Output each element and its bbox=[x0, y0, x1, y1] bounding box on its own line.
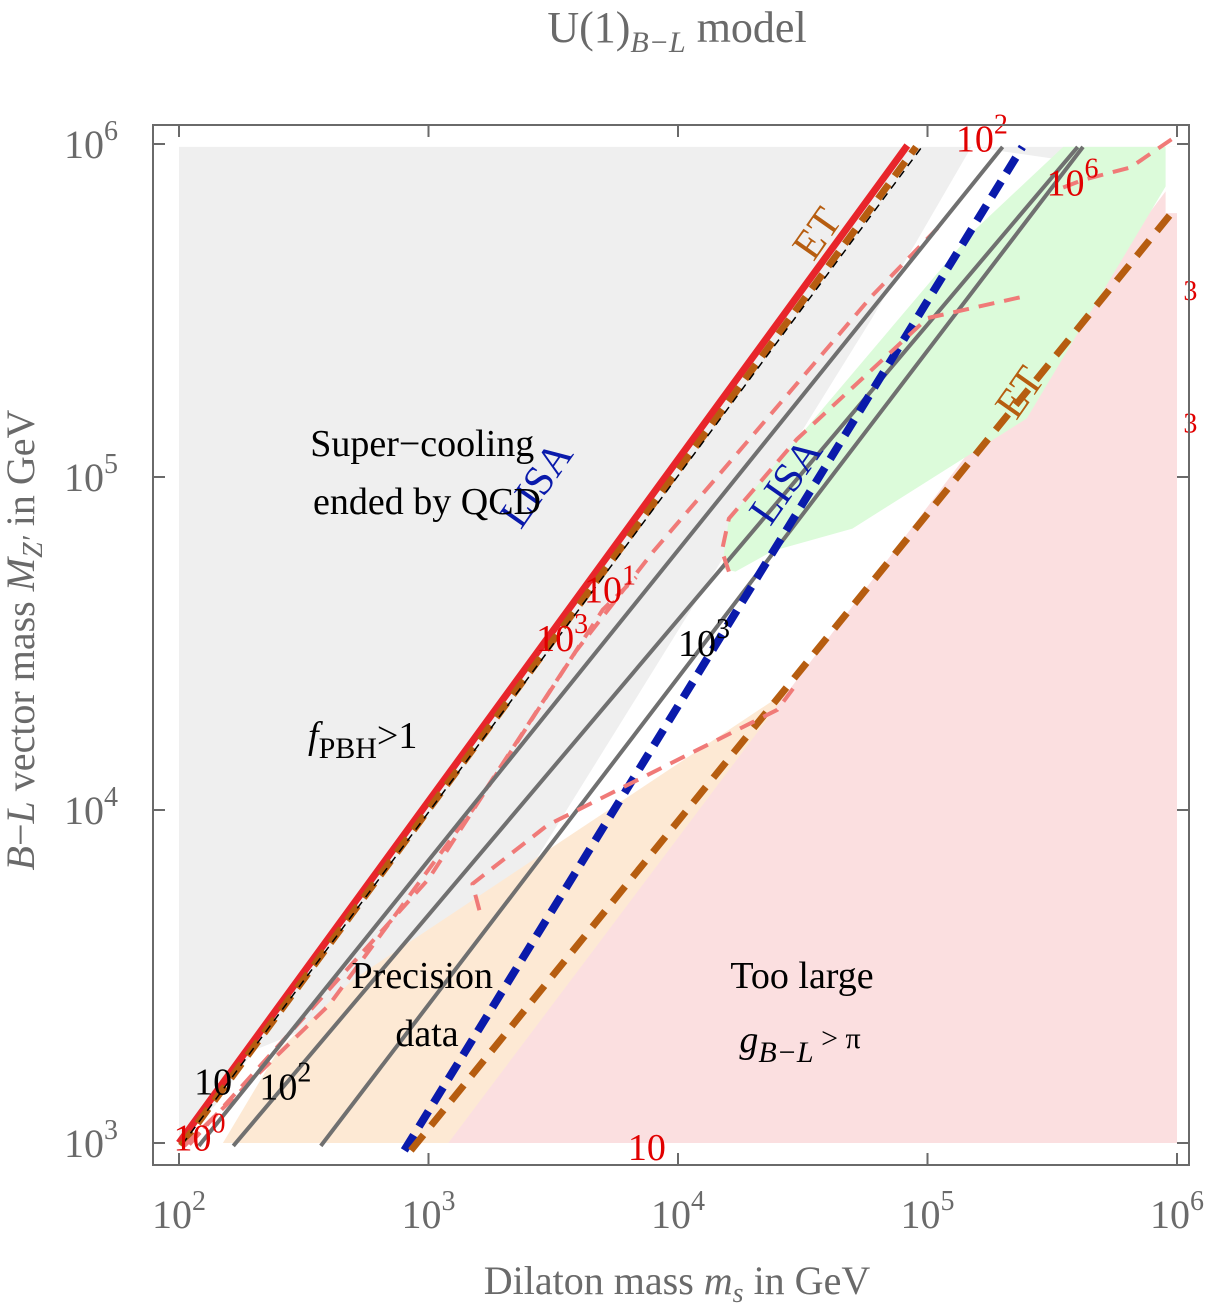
y-tick-label-2: 105 bbox=[64, 449, 118, 500]
x-tick-label-0: 102 bbox=[152, 1186, 206, 1237]
gray-label-100: 102 bbox=[259, 1058, 311, 1109]
y-tick-label-3: 106 bbox=[64, 116, 118, 167]
contour-gray-10 bbox=[197, 145, 1005, 1148]
y-tick-label-0: 103 bbox=[64, 1115, 118, 1166]
too-large-label: Too large bbox=[730, 955, 873, 997]
red-label-10-0: 100 bbox=[173, 1108, 225, 1159]
precision-label: Precision data bbox=[352, 955, 503, 1055]
x-tick-label-2: 104 bbox=[651, 1186, 705, 1237]
contour-gray-100 bbox=[231, 145, 1080, 1148]
fpbh-label: fPBH>1 bbox=[308, 715, 417, 765]
y-tick-label-1: 104 bbox=[64, 782, 118, 833]
regions-layer bbox=[179, 146, 1189, 1144]
contours-layer bbox=[176, 133, 1180, 1153]
red-label-right-1: 3 bbox=[1183, 276, 1197, 307]
red-label-10-1: 101 bbox=[584, 560, 636, 611]
region-green bbox=[721, 146, 1177, 572]
region-precision bbox=[222, 689, 790, 1143]
contour-red-dashed-mid bbox=[470, 682, 799, 911]
red-label-10-3: 103 bbox=[536, 609, 588, 660]
contour-black-thin-1 bbox=[181, 146, 923, 1145]
region-supercooling bbox=[179, 146, 1177, 1143]
gray-label-1000: 103 bbox=[678, 614, 730, 665]
contour-et-brown bbox=[408, 204, 1180, 1153]
region-white-label-box-1 bbox=[1165, 146, 1189, 214]
chart-title: U(1)B−L model bbox=[547, 3, 806, 59]
y-axis-label: B−L vector mass MZ′ in GeV bbox=[0, 409, 49, 870]
coupling-label: gB−L > π bbox=[739, 1019, 860, 1069]
contour-red-dashed-1 bbox=[187, 226, 940, 1146]
gray-label-10: 10 bbox=[194, 1061, 232, 1103]
contour-red-dashed-top bbox=[1062, 133, 1179, 190]
contour-red-dashed-2 bbox=[182, 575, 638, 1148]
x-axis-label: Dilaton mass ms in GeV bbox=[484, 1258, 871, 1308]
supercooling-label: Super−cooling ended by QCD bbox=[310, 423, 544, 523]
x-tick-label-3: 105 bbox=[901, 1186, 955, 1237]
plot-frame bbox=[152, 124, 1190, 1166]
contour-lisa-blue bbox=[400, 144, 1026, 1153]
red-label-bottom: 10 bbox=[628, 1127, 666, 1169]
contour-brown-thick-1 bbox=[178, 144, 919, 1148]
x-tick-label-1: 103 bbox=[402, 1186, 456, 1237]
x-tick-label-4: 106 bbox=[1150, 1186, 1204, 1237]
red-label-right-2: 3 bbox=[1183, 409, 1197, 440]
contour-red-dashed-green-lower bbox=[719, 293, 1028, 573]
red-label-10-6: 106 bbox=[1047, 154, 1099, 205]
